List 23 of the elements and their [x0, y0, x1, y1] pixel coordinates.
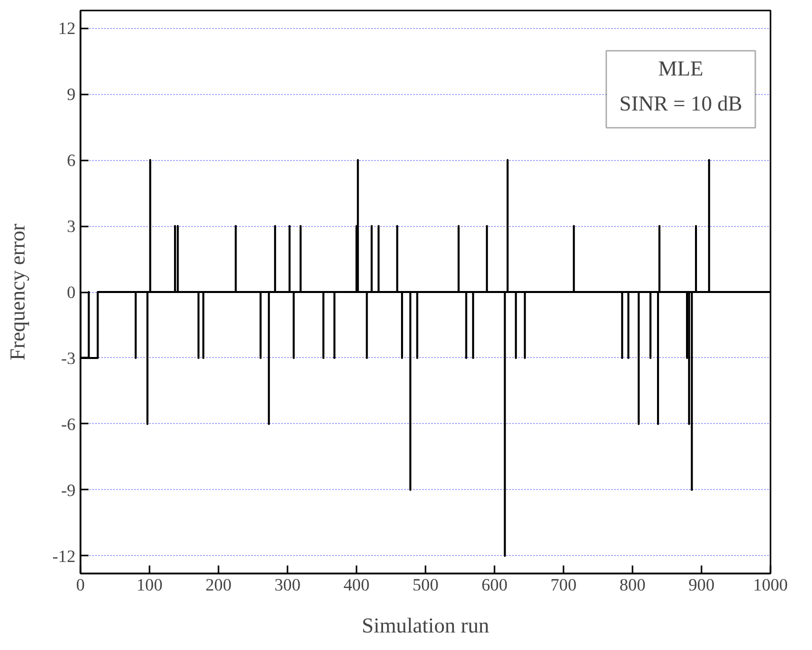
y-tick-label: 9: [66, 85, 76, 104]
x-tick-label: 200: [206, 576, 232, 594]
annotation: MLE: [658, 56, 704, 80]
x-tick-label: 700: [550, 576, 577, 594]
x-tick-label: 400: [344, 576, 370, 594]
y-axis-title: Frequency error: [5, 224, 30, 360]
y-tick-label: 6: [66, 151, 76, 170]
annotation: SINR = 10 dB: [619, 91, 742, 116]
y-tick-label: -12: [52, 546, 76, 566]
x-tick-label: 800: [620, 576, 646, 594]
y-tick-label: 12: [58, 19, 76, 38]
x-tick-label: 600: [482, 576, 508, 594]
y-tick-label: 3: [66, 217, 76, 236]
y-tick-label: -6: [61, 414, 76, 434]
x-tick-label: 300: [274, 576, 301, 594]
x-axis-title: Simulation run: [362, 614, 490, 638]
x-tick-label: 100: [136, 576, 163, 594]
x-tick-label: 900: [688, 576, 715, 594]
x-tick-label: 500: [412, 576, 439, 594]
y-tick-label: -9: [61, 480, 76, 500]
x-tick-label: 1000: [753, 576, 788, 594]
y-tick-label: -3: [61, 348, 76, 368]
y-tick-label: 0: [66, 283, 76, 302]
